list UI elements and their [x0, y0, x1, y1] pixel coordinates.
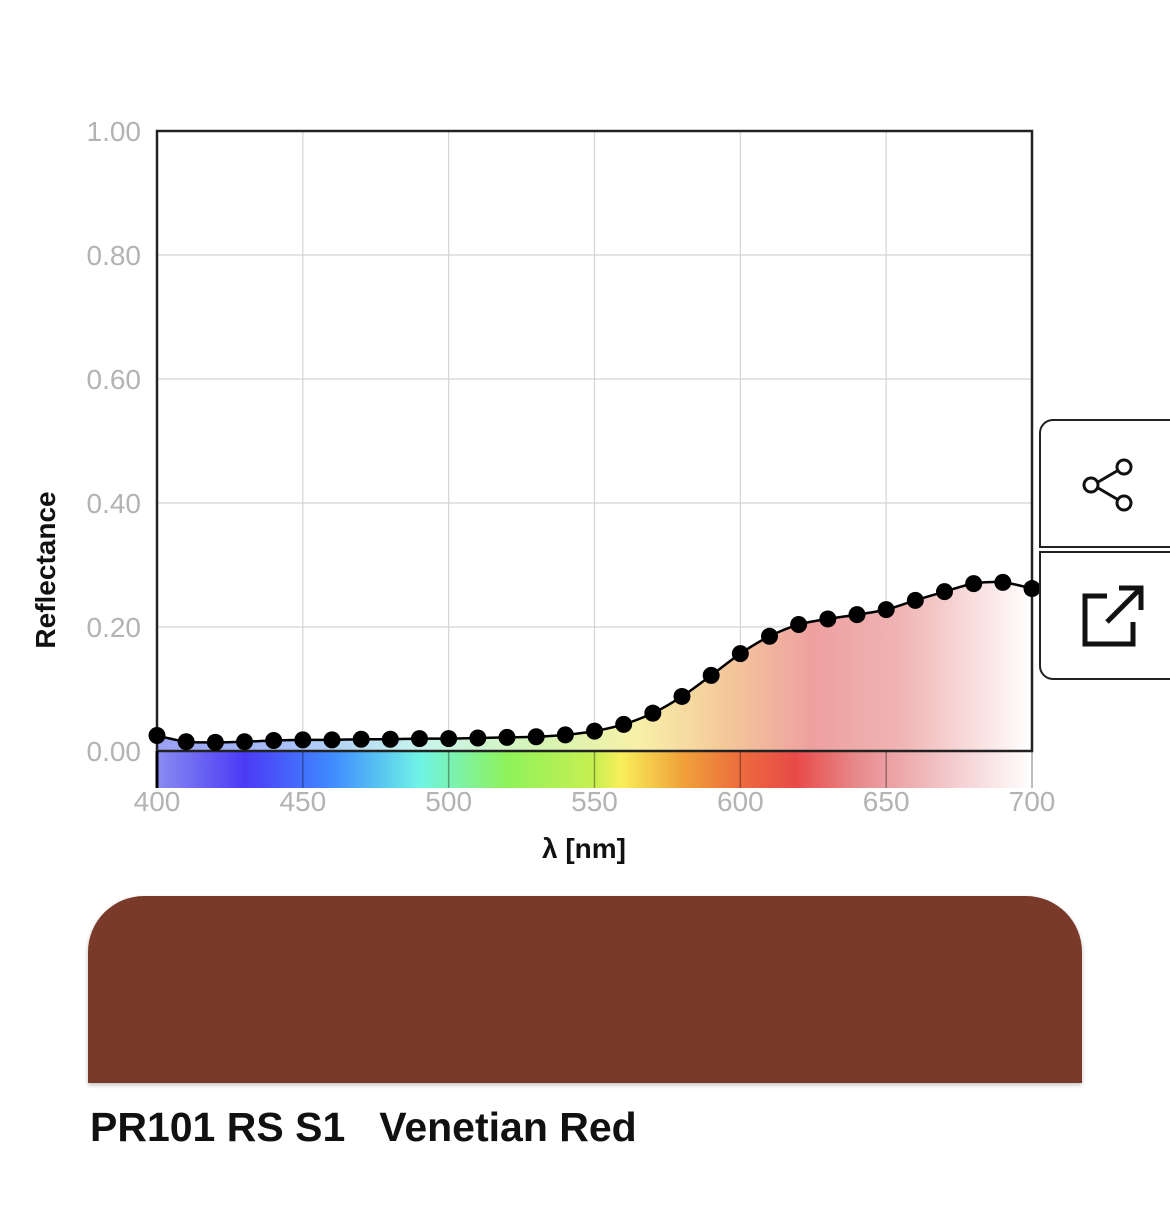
x-tick-label: 650 — [863, 786, 910, 817]
data-point — [294, 731, 312, 749]
data-point — [206, 733, 224, 751]
x-tick-label: 400 — [134, 786, 181, 817]
x-tick-label: 700 — [1009, 786, 1056, 817]
data-point — [236, 733, 253, 751]
data-point — [761, 627, 778, 645]
pigment-code: PR101 RS S1 — [90, 1104, 346, 1150]
pigment-caption: PR101 RS S1 Venetian Red — [90, 1104, 637, 1151]
data-point — [381, 730, 399, 748]
y-tick-label: 0.40 — [87, 488, 142, 519]
data-point — [819, 610, 837, 628]
data-point — [673, 687, 691, 705]
x-tick-label: 600 — [717, 786, 764, 817]
reflectance-points — [148, 573, 1041, 751]
data-point — [702, 666, 720, 684]
color-swatch — [88, 896, 1082, 1083]
share-button[interactable] — [1039, 419, 1170, 548]
y-tick-label: 0.20 — [87, 612, 142, 643]
data-point — [731, 645, 749, 663]
spectrum-bar — [157, 751, 1032, 788]
data-point — [965, 575, 983, 593]
data-point — [411, 730, 428, 748]
spectrum-tick-marks — [302, 751, 1033, 788]
data-point — [265, 731, 283, 749]
data-point — [644, 704, 662, 722]
data-point — [498, 728, 516, 746]
open-external-icon — [1082, 585, 1144, 646]
data-point — [469, 729, 487, 747]
y-tick-label: 0.60 — [87, 364, 142, 395]
share-icon — [1082, 458, 1133, 511]
data-point — [1023, 580, 1041, 598]
reflectance-chart: 0.00 0.20 0.40 0.60 0.80 1.00 400 450 500 550 600… — [30, 116, 1056, 864]
x-tick-labels: 400 450 500 550 600 650 700 — [134, 786, 1056, 817]
x-tick-label: 500 — [425, 786, 472, 817]
y-tick-label: 0.00 — [87, 736, 142, 767]
data-point — [527, 728, 545, 746]
data-point — [440, 730, 458, 748]
x-tick-label: 450 — [279, 786, 326, 817]
data-point — [352, 730, 370, 748]
y-axis-title: Reflectance — [30, 491, 61, 648]
data-point — [790, 616, 808, 634]
data-point — [586, 722, 603, 740]
data-point — [148, 727, 166, 744]
reflectance-fill-area — [157, 582, 1032, 751]
data-point — [906, 591, 924, 609]
data-point — [877, 601, 895, 619]
data-point — [323, 731, 341, 749]
y-tick-label: 0.80 — [87, 240, 142, 271]
data-point — [615, 715, 633, 733]
open-external-button[interactable] — [1039, 551, 1170, 680]
y-tick-label: 1.00 — [87, 116, 142, 147]
plot-frame — [155, 129, 1034, 753]
data-point — [936, 583, 953, 601]
data-point — [556, 726, 574, 744]
pigment-name: Venetian Red — [379, 1104, 637, 1150]
x-axis-title: λ [nm] — [542, 833, 626, 864]
data-point — [177, 733, 195, 751]
data-point — [994, 573, 1012, 591]
x-tick-label: 550 — [571, 786, 618, 817]
y-tick-labels: 0.00 0.20 0.40 0.60 0.80 1.00 — [87, 116, 142, 767]
data-point — [848, 606, 866, 624]
